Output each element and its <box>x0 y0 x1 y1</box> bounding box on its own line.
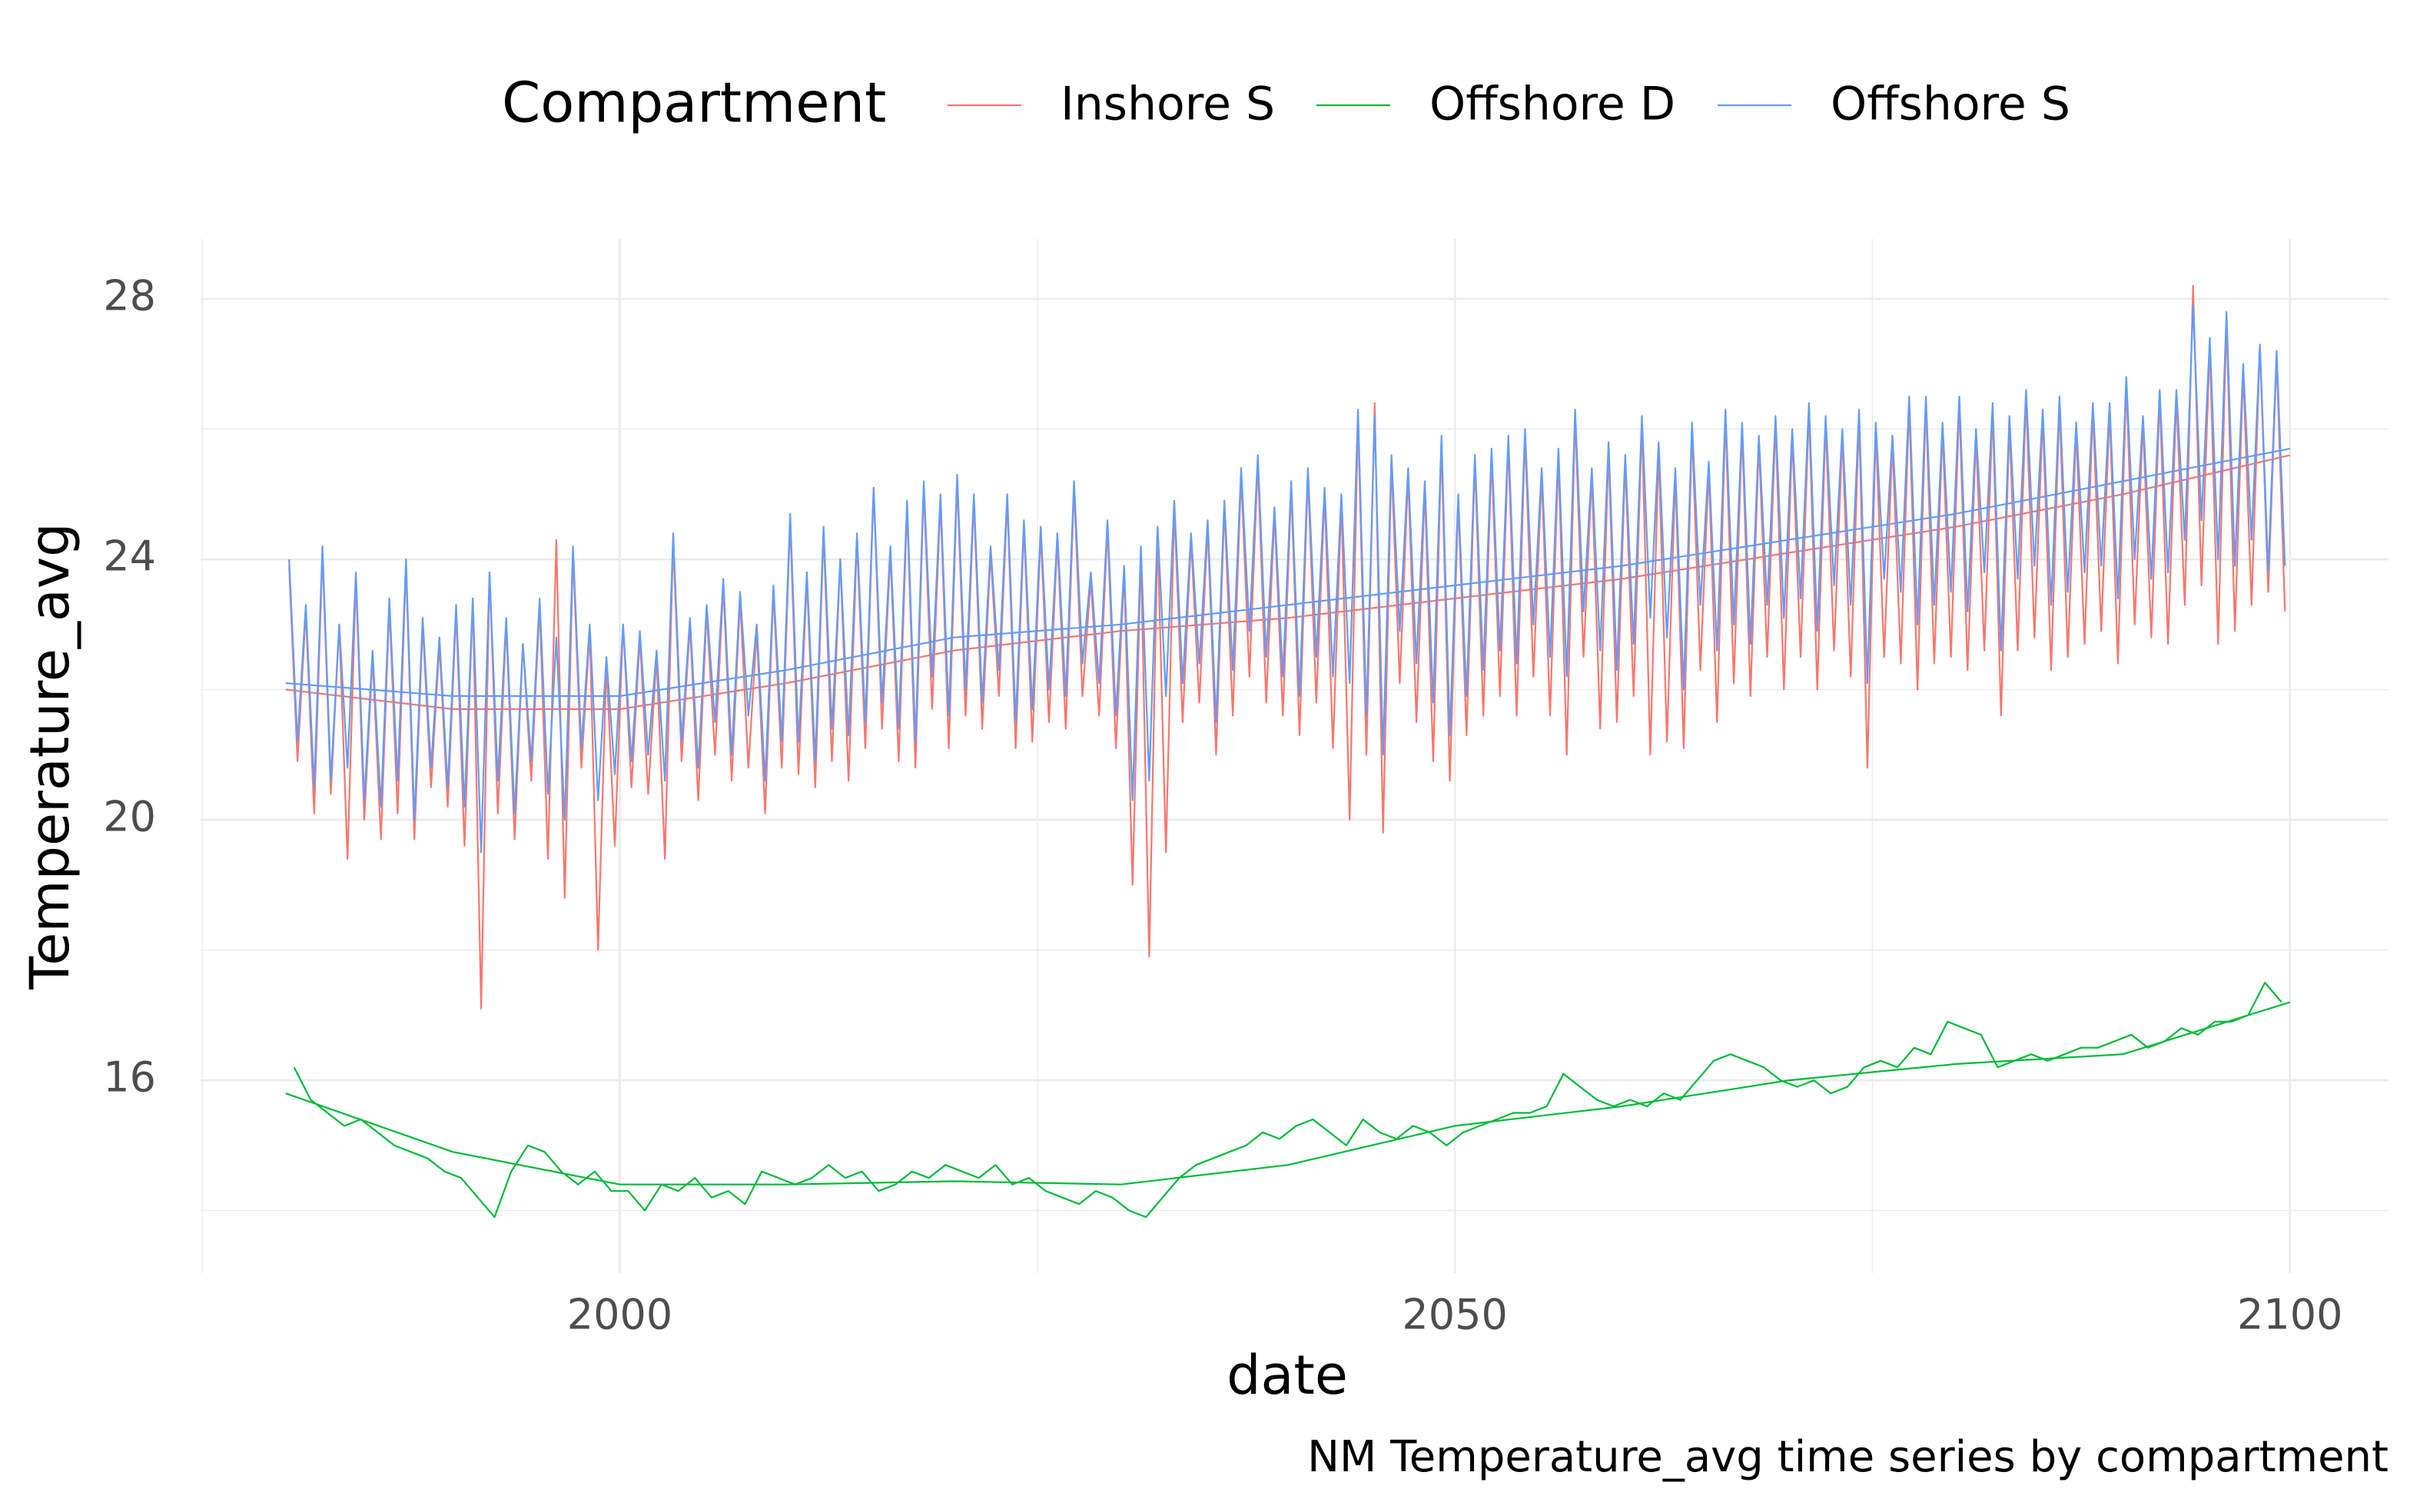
series-line <box>293 981 2282 1219</box>
x-tick-label: 2050 <box>1402 1291 1507 1339</box>
legend-title: Compartment <box>502 71 886 135</box>
x-tick-label: 2100 <box>2237 1291 2342 1339</box>
y-tick-label: 16 <box>103 1053 156 1102</box>
series-line <box>288 304 2286 854</box>
y-tick-label: 24 <box>103 532 156 581</box>
trend-line <box>285 1001 2291 1185</box>
trend-line <box>285 447 2291 698</box>
legend-label: Inshore S <box>1061 78 1275 131</box>
trend-line <box>285 454 2291 711</box>
y-tick-label: 20 <box>103 793 156 841</box>
y-axis-title: Temperature_avg <box>18 522 81 990</box>
caption: NM Temperature_avg time series by compar… <box>1307 1432 2388 1482</box>
legend-label: Offshore D <box>1429 78 1675 131</box>
x-tick-label: 2000 <box>567 1291 672 1339</box>
y-tick-label: 28 <box>103 272 156 320</box>
legend-label: Offshore S <box>1831 78 2070 131</box>
x-axis-title: date <box>1227 1344 1348 1407</box>
